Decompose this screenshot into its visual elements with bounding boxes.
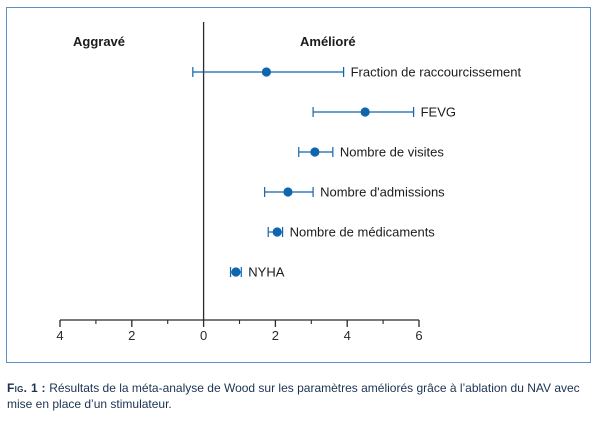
row-label: Nombre d'admissions xyxy=(320,185,445,200)
x-tick-label: 0 xyxy=(200,328,207,343)
figure-frame xyxy=(6,7,591,363)
figure-caption: Fig. 1 : Résultats de la méta-analyse de… xyxy=(7,380,595,412)
x-tick-label: 4 xyxy=(56,328,63,343)
header-ameliore: Amélioré xyxy=(300,34,356,49)
point-estimate xyxy=(360,107,370,117)
x-tick-label: 6 xyxy=(415,328,422,343)
caption-label: Fig. 1 : xyxy=(7,381,46,395)
point-estimate xyxy=(272,227,282,237)
forest-plot: Aggravé Amélioré 4 2 0 2 4 6 Fraction de racco… xyxy=(56,22,522,343)
header-aggrave: Aggravé xyxy=(73,34,125,49)
row-label: Nombre de médicaments xyxy=(290,225,436,240)
x-tick-label: 4 xyxy=(344,328,351,343)
row-label: Nombre de visites xyxy=(340,145,445,160)
point-estimate xyxy=(283,187,293,197)
point-estimate xyxy=(261,67,272,77)
row-label: NYHA xyxy=(248,265,284,280)
point-estimate xyxy=(231,267,241,277)
x-tick-label: 2 xyxy=(128,328,135,343)
row-label: Fraction de raccourcissement xyxy=(351,65,522,80)
row-label: FEVG xyxy=(421,105,456,120)
x-tick-label: 2 xyxy=(272,328,279,343)
caption-text: Résultats de la méta-analyse de Wood sur… xyxy=(7,381,580,411)
point-estimate xyxy=(310,147,320,157)
